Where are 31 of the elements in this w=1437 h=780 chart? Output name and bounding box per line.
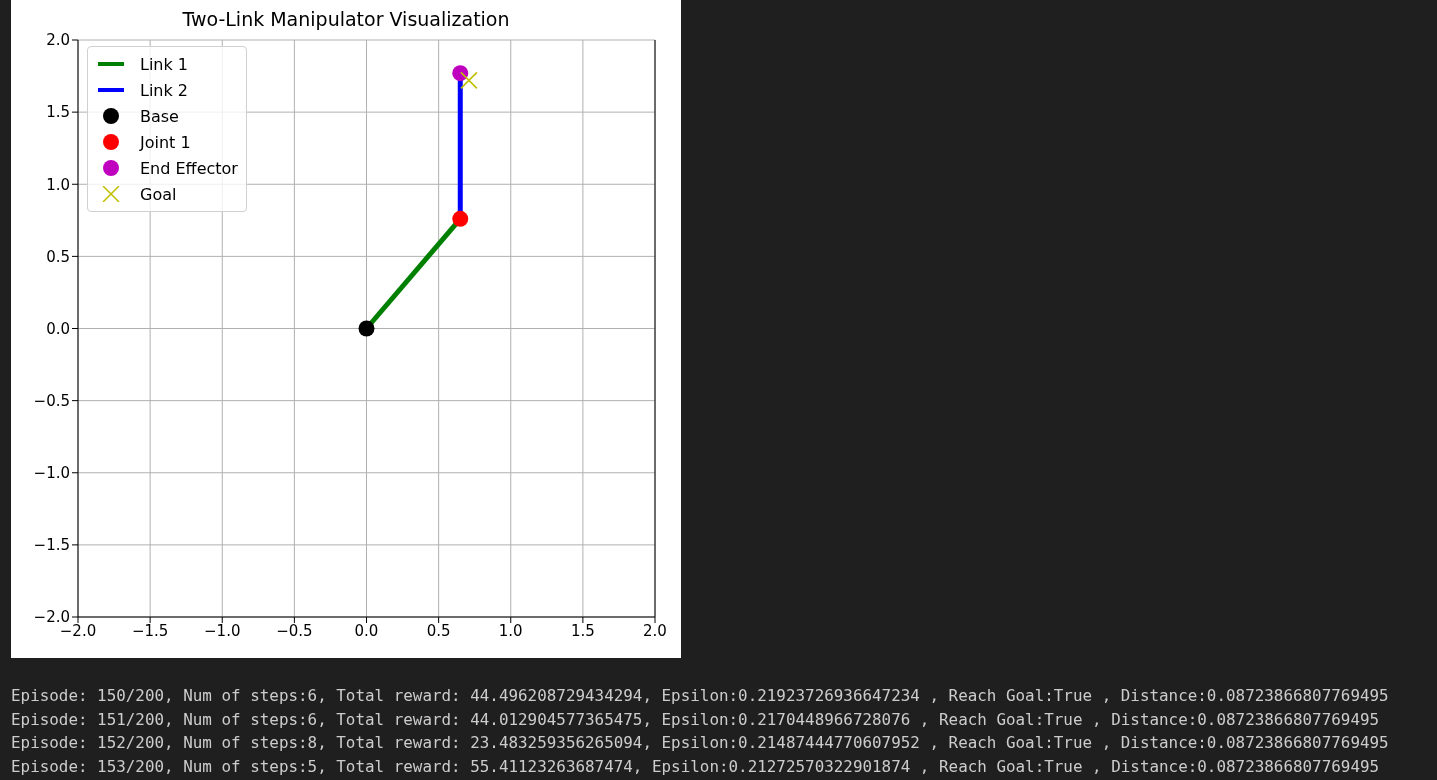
legend-label: Link 1 <box>140 54 189 74</box>
point <box>358 320 375 337</box>
x-tick-label: −1.0 <box>204 621 241 640</box>
x-tick-label: 0.0 <box>354 621 379 640</box>
text: Episode: 151/200, Num of steps:6, Total reward: 44.012904577365475, Epsilon:0.2170448966728076 , Reach Goal:True , Distance:0.08723866807769495 <box>11 708 1381 731</box>
y-tick-label: 0.0 <box>46 319 70 338</box>
x-tick-label: −1.5 <box>131 621 169 640</box>
text: Episode: 150/200, Num of steps:6, Total reward: 44.496208729434294, Epsilon:0.21923726936647234 , Reach Goal:True , Distance:0.08723866807769495 <box>11 685 1389 707</box>
y-tick-label: −1.0 <box>33 464 70 483</box>
legend-label: End Effector <box>140 158 238 178</box>
x-tick-label: −0.5 <box>276 621 313 640</box>
chart-title: Two-Link Manipulator Visualization <box>181 8 511 30</box>
point <box>460 71 478 90</box>
y-tick-label: 0.5 <box>46 247 70 266</box>
legend-label: Link 2 <box>140 80 189 100</box>
point <box>452 65 469 82</box>
text: Episode: 152/200, Num of steps:8, Total reward: 23.483259356265094, Epsilon:0.21487444770607952 , Reach Goal:True , Distance:0.08723866807769495 <box>11 732 1389 754</box>
x-tick-label: 1.0 <box>498 621 523 640</box>
y-tick-label: 1.0 <box>46 175 70 194</box>
point <box>452 210 469 227</box>
y-tick-label: 1.5 <box>46 103 70 122</box>
y-tick-label: −0.5 <box>33 391 70 410</box>
text: Episode: 153/200, Num of steps:5, Total reward: 55.41123263687474, Epsilon:0.21272570322901874 , Reach Goal:True , Distance:0.08723866807769495 <box>11 755 1381 778</box>
x-tick-label: 0.5 <box>426 621 451 640</box>
x-tick-label: 1.5 <box>570 621 595 640</box>
y-tick-label: −1.5 <box>33 536 70 555</box>
x-tick-label: 2.0 <box>643 621 667 640</box>
legend-label: Goal <box>140 184 177 204</box>
legend-label: Joint 1 <box>140 132 191 152</box>
legend-label: Base <box>140 106 179 126</box>
y-tick-label: 2.0 <box>46 31 70 50</box>
